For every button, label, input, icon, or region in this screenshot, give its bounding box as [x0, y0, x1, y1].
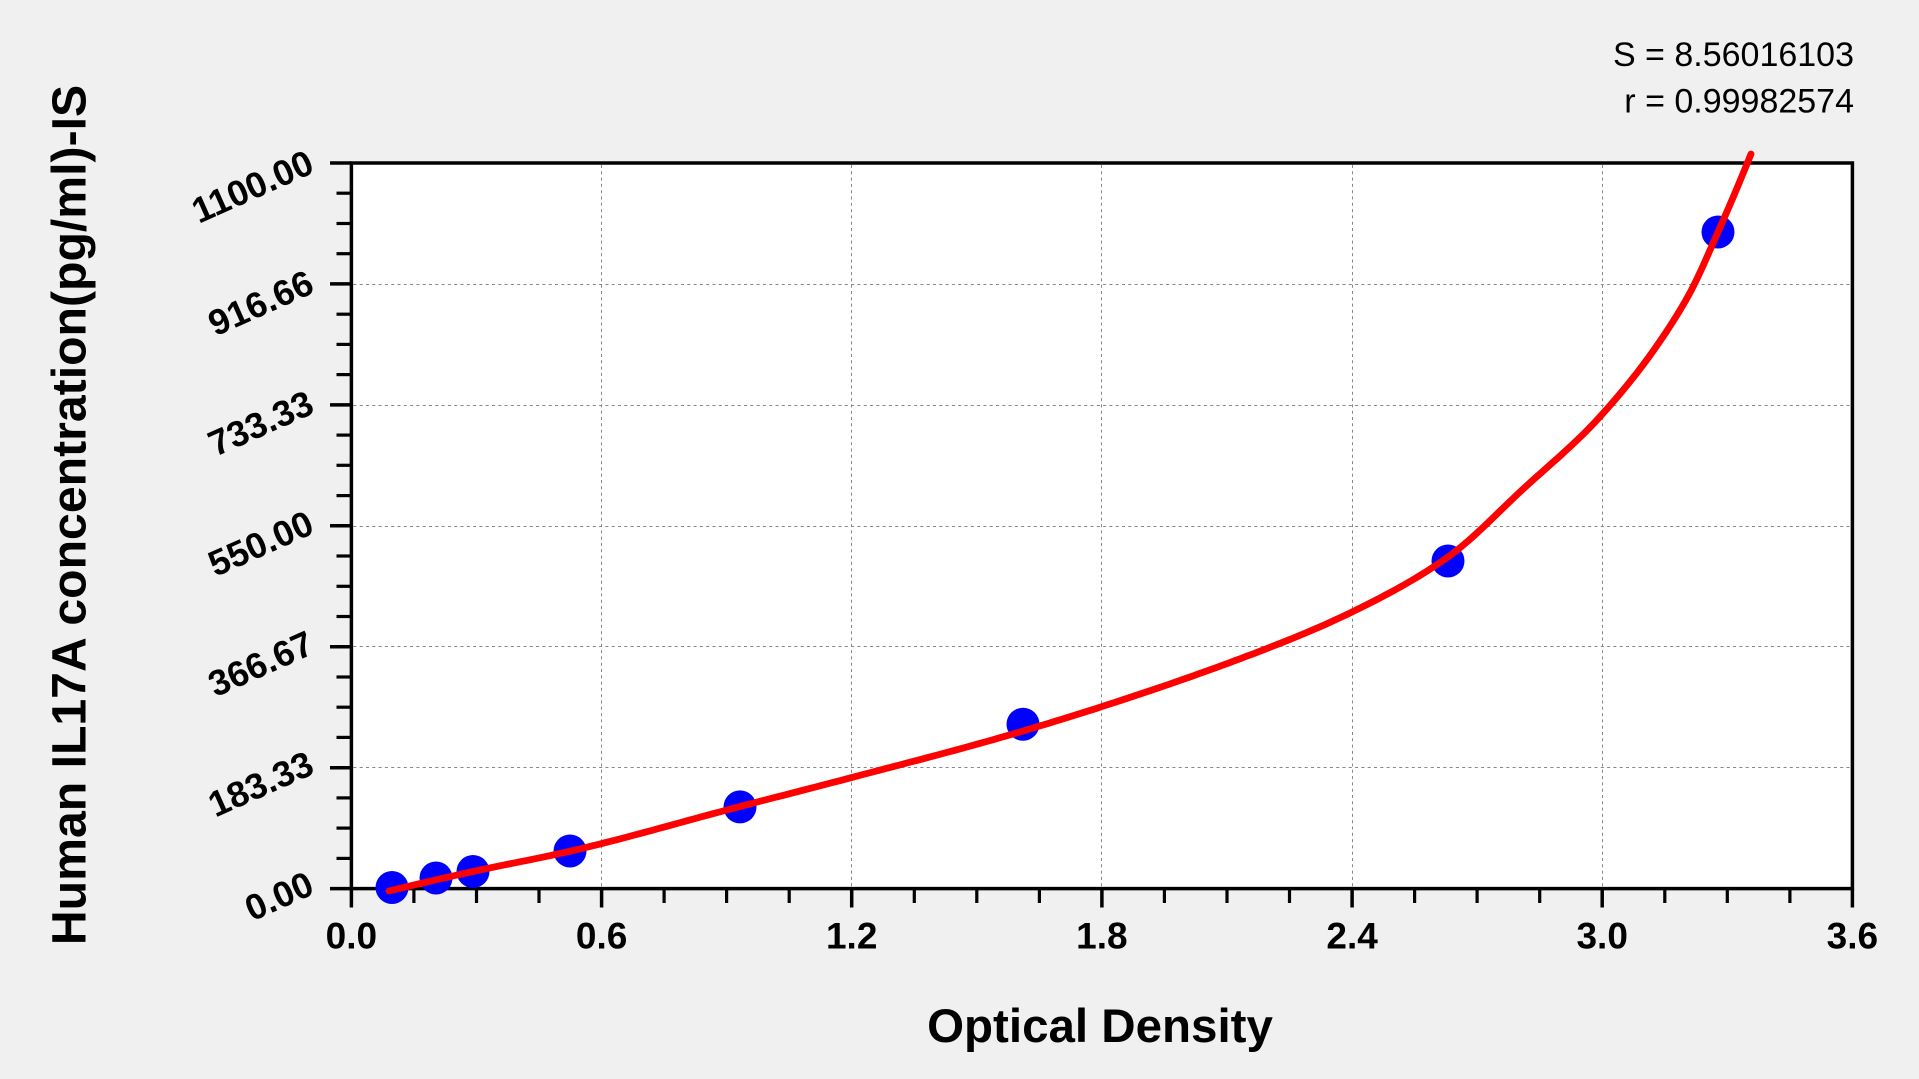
svg-text:r = 0.99982574: r = 0.99982574: [1624, 83, 1854, 121]
svg-text:1.8: 1.8: [1076, 915, 1127, 956]
svg-text:1.2: 1.2: [826, 915, 877, 956]
svg-text:Human IL17A concentration(pg/m: Human IL17A concentration(pg/ml)-IS: [43, 85, 97, 945]
svg-text:Optical Density: Optical Density: [927, 1000, 1273, 1053]
svg-text:3.6: 3.6: [1827, 915, 1878, 956]
svg-text:0.6: 0.6: [576, 915, 627, 956]
svg-text:2.4: 2.4: [1326, 915, 1378, 956]
svg-text:3.0: 3.0: [1576, 915, 1627, 956]
svg-text:S = 8.56016103: S = 8.56016103: [1613, 36, 1854, 74]
svg-text:0.0: 0.0: [326, 915, 377, 956]
